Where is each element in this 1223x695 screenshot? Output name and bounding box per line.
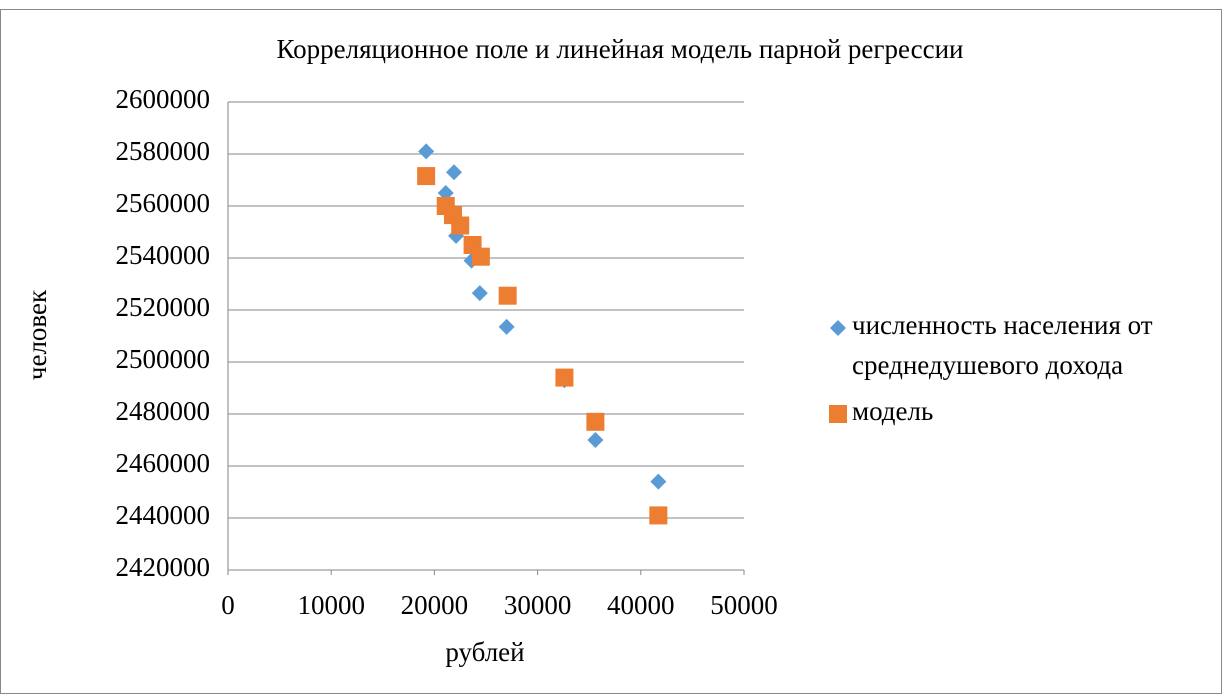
y-tick-label: 2440000 xyxy=(116,500,211,530)
y-tick-label: 2540000 xyxy=(116,240,211,270)
point xyxy=(471,285,488,302)
x-tick-label: 0 xyxy=(221,590,235,620)
y-tick-label: 2500000 xyxy=(116,344,211,374)
y-tick-label: 2420000 xyxy=(116,552,211,582)
chart-title: Корреляционное поле и линейная модель па… xyxy=(276,34,963,64)
x-tick-label: 50000 xyxy=(710,590,778,620)
point xyxy=(587,432,604,448)
y-tick-label: 2600000 xyxy=(116,84,211,114)
point xyxy=(649,506,668,525)
y-tick-label: 2480000 xyxy=(116,396,211,426)
y-tick-label: 2580000 xyxy=(116,136,211,166)
legend-label: численность населения от среднедушевого д… xyxy=(852,310,1153,380)
legend-marker xyxy=(829,405,847,423)
point xyxy=(471,247,490,266)
point xyxy=(451,216,470,235)
point xyxy=(586,412,605,431)
y-tick-label: 2460000 xyxy=(116,448,211,478)
point xyxy=(498,286,517,305)
legend-label: модель xyxy=(852,396,933,426)
y-axis-label: человек xyxy=(22,289,52,380)
point xyxy=(417,167,436,186)
legend-marker xyxy=(830,320,846,336)
point xyxy=(650,473,667,490)
y-tick-label: 2560000 xyxy=(116,188,211,218)
point xyxy=(418,143,435,160)
y-tick-label: 2520000 xyxy=(116,292,211,322)
chart-border xyxy=(0,9,1222,694)
point xyxy=(446,164,463,181)
x-tick-label: 30000 xyxy=(504,590,572,620)
point xyxy=(555,368,574,387)
x-axis-label: рублей xyxy=(445,637,524,667)
x-tick-label: 20000 xyxy=(401,590,469,620)
point xyxy=(498,318,515,335)
x-tick-label: 10000 xyxy=(297,590,365,620)
x-tick-label: 40000 xyxy=(607,590,675,620)
